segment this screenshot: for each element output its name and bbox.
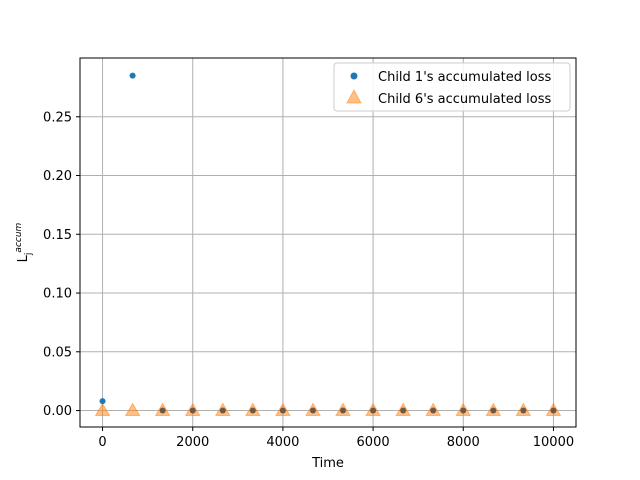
x-tick-label: 10000: [533, 435, 574, 450]
series-layer: [94, 72, 562, 417]
series-1-point: [520, 407, 527, 414]
series-1-point: [189, 407, 196, 414]
x-tick-label: 0: [98, 435, 106, 450]
series-2-point: [124, 402, 141, 417]
y-axis-label-superscript: accum: [14, 222, 24, 252]
series-1-point: [249, 407, 256, 414]
x-tick-label: 4000: [266, 435, 299, 450]
legend-label-series-1: Child 1's accumulated loss: [378, 70, 551, 85]
y-axis-label: Ljaccum: [14, 222, 34, 262]
series-1-point: [340, 407, 347, 414]
y-tick-label: 0.05: [43, 345, 72, 360]
x-tick-label: 6000: [357, 435, 390, 450]
y-tick-label: 0.15: [43, 228, 72, 243]
legend-marker-series-2: [346, 88, 362, 104]
series-1-point: [219, 407, 226, 414]
y-tick-label: 0.20: [43, 169, 72, 184]
series-1-point: [99, 398, 106, 405]
y-tick-label: 0.10: [43, 287, 72, 302]
x-axis-label: Time: [311, 456, 344, 471]
series-1-point: [460, 407, 467, 414]
y-axis-label-subscript: j: [24, 253, 34, 257]
grid: [80, 58, 576, 427]
series-1-point: [430, 407, 437, 414]
series-1-point: [279, 407, 286, 414]
series-1-point: [159, 407, 166, 414]
series-1-point: [400, 407, 407, 414]
axis-ticks: 0 2000 4000 6000 8000 10000 0.00 0.05 0.10 0.15 0.…: [43, 110, 574, 450]
legend-label-series-2: Child 6's accumulated loss: [378, 92, 551, 107]
y-tick-label: 0.25: [43, 110, 72, 125]
legend-marker-series-1: [350, 72, 358, 80]
legend-box: [333, 62, 571, 112]
series-1-point: [490, 407, 497, 414]
series-1-point: [309, 407, 316, 414]
series-1-point: [370, 407, 377, 414]
x-tick-label: 2000: [176, 435, 209, 450]
series-1-point: [550, 407, 557, 414]
x-tick-label: 8000: [447, 435, 480, 450]
legend: Child 1's accumulated loss Child 6's acc…: [333, 62, 571, 112]
series-2-point: [94, 402, 111, 417]
plot-frame: [79, 57, 577, 428]
series-1-point: [129, 72, 136, 79]
y-axis-label-main: L: [16, 254, 31, 262]
y-tick-label: 0.00: [43, 404, 72, 419]
